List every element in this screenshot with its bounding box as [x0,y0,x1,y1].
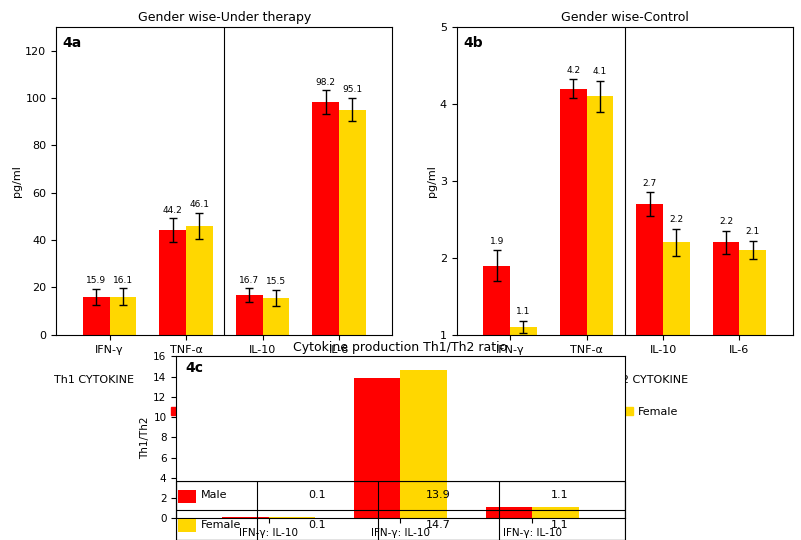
Text: 2.7: 2.7 [642,179,657,188]
Text: 4a: 4a [62,36,82,50]
Bar [636,204,663,411]
Text: 0.1: 0.1 [308,490,326,501]
Bar [510,327,537,411]
Text: 4c: 4c [185,361,203,375]
Bar [339,110,366,335]
Title: Gender wise-Control: Gender wise-Control [561,11,689,24]
Text: 1.9: 1.9 [489,237,504,246]
Text: 14.7: 14.7 [426,520,451,530]
Bar [179,519,196,532]
Bar [223,517,268,518]
Bar [312,102,339,335]
Bar [186,226,213,335]
Text: 16.7: 16.7 [239,275,260,285]
Bar [586,96,614,411]
Y-axis label: Th1/Th2: Th1/Th2 [140,416,151,458]
Bar [483,266,510,411]
Bar [235,295,263,335]
Text: 15.9: 15.9 [87,276,107,285]
Bar [533,507,578,518]
Bar [560,89,586,411]
Text: Th1 CYTOKINE: Th1 CYTOKINE [455,375,535,385]
Text: 1.1: 1.1 [551,520,569,530]
Bar [110,296,136,335]
Text: 0.1: 0.1 [308,520,326,530]
Text: 95.1: 95.1 [342,85,362,94]
Bar [179,489,196,503]
Text: 4b: 4b [463,36,483,50]
Text: 2.2: 2.2 [670,215,683,224]
Text: Th2 CYTOKINE: Th2 CYTOKINE [608,375,688,385]
Bar [400,369,447,518]
Text: 16.1: 16.1 [113,276,133,285]
Text: Male: Male [201,490,227,501]
Title: Gender wise-Under therapy: Gender wise-Under therapy [138,11,311,24]
Text: 44.2: 44.2 [163,206,183,215]
Y-axis label: pg/ml: pg/ml [427,165,437,197]
Text: 1.1: 1.1 [551,490,569,501]
Text: 4.2: 4.2 [566,66,580,75]
Bar [486,507,533,518]
Bar [83,297,110,335]
Text: 2.1: 2.1 [746,227,760,237]
Text: 1.1: 1.1 [517,307,530,316]
Bar [268,517,315,518]
Legend: Male, Female: Male, Female [167,403,282,422]
Bar [739,250,767,411]
Legend: Male, Female: Male, Female [567,403,682,422]
Text: Th2 CYTOKINE: Th2 CYTOKINE [207,375,288,385]
Bar [263,298,289,335]
Text: Female: Female [201,520,241,530]
Bar [713,242,739,411]
Y-axis label: pg/ml: pg/ml [13,165,22,197]
Bar [663,242,690,411]
Text: 98.2: 98.2 [316,78,336,87]
Text: Th1 CYTOKINE: Th1 CYTOKINE [54,375,135,385]
Title: Cytokine production Th1/Th2 ratio: Cytokine production Th1/Th2 ratio [293,341,508,354]
Text: 46.1: 46.1 [189,200,209,209]
Text: 15.5: 15.5 [266,277,286,286]
Bar [159,230,186,335]
Text: 13.9: 13.9 [426,490,451,501]
Text: 2.2: 2.2 [719,217,733,226]
Bar [354,377,400,518]
Text: 4.1: 4.1 [593,68,607,76]
